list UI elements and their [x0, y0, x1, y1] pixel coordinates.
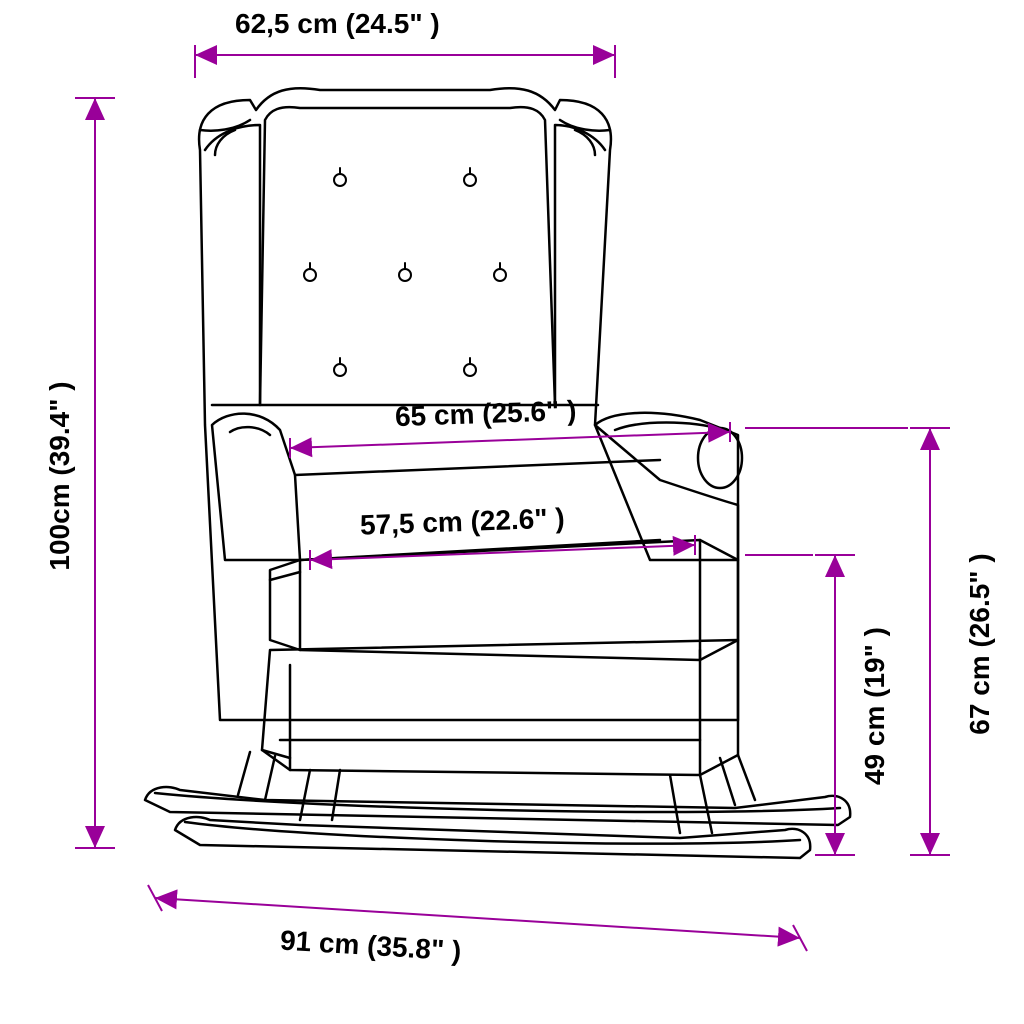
dim-total-height: 100cm (39.4" ) [44, 356, 76, 596]
dim-armrest-width: 65 cm (25.6" ) [394, 395, 576, 433]
dim-top-width: 62,5 cm (24.5" ) [235, 8, 440, 40]
dim-seat-height: 49 cm (19" ) [859, 606, 891, 806]
dim-armrest-height: 67 cm (26.5" ) [964, 534, 996, 754]
